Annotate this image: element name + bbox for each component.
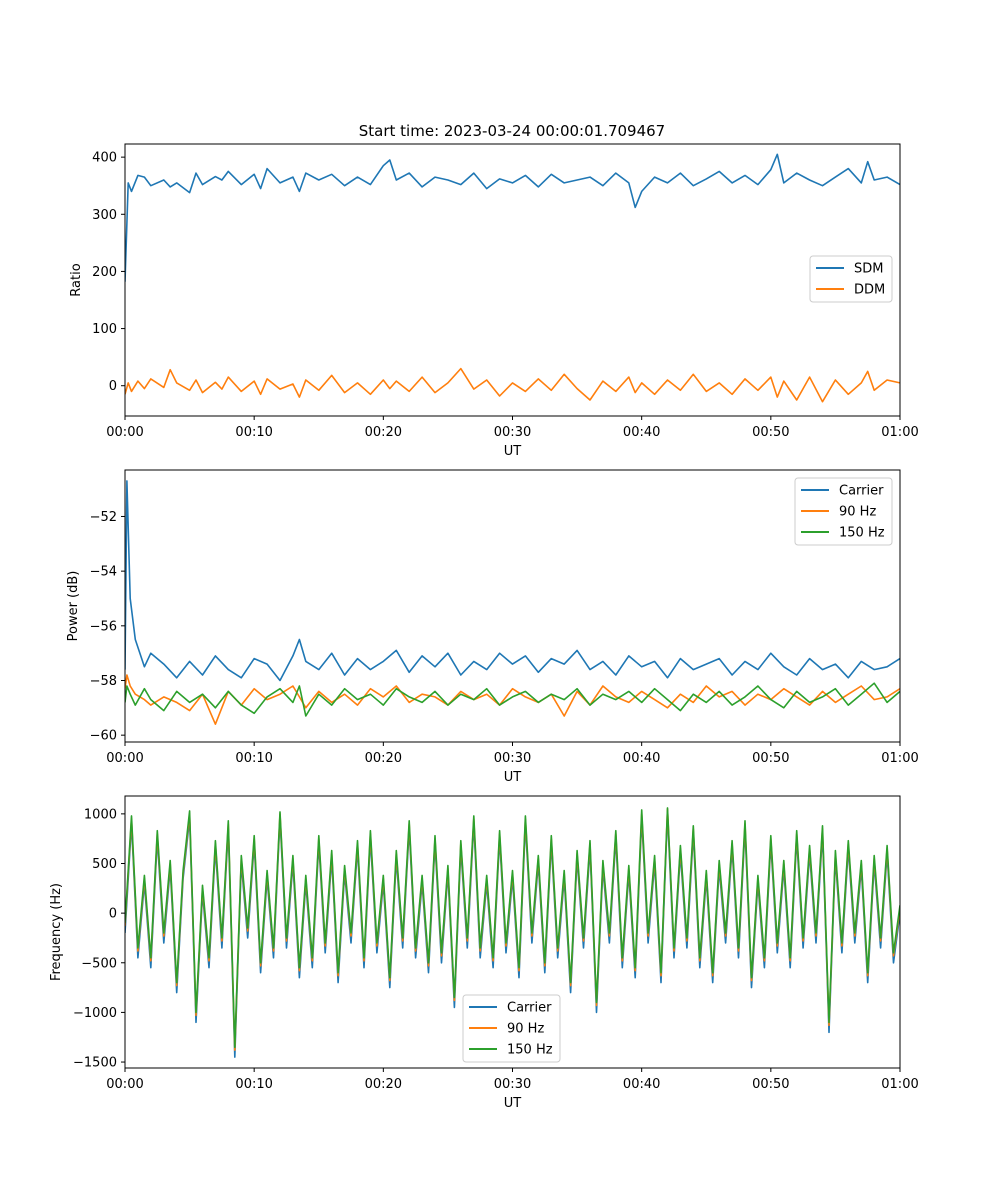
x-tick-label: 00:00: [106, 425, 143, 440]
legend-label: SDM: [854, 262, 883, 277]
y-tick-label: −54: [90, 565, 117, 580]
y-tick-label: 200: [92, 265, 117, 280]
x-tick-label: 00:30: [494, 751, 531, 766]
x-tick-label: 00:50: [752, 1077, 789, 1092]
y-tick-label: −56: [90, 619, 117, 634]
y-tick-label: −1000: [73, 1006, 117, 1021]
x-tick-label: 00:10: [235, 751, 272, 766]
y-tick-label: −60: [90, 729, 117, 744]
legend-label: 150 Hz: [839, 526, 885, 541]
y-tick-label: −500: [81, 956, 117, 971]
legend: SDM DDM: [809, 255, 893, 303]
x-tick-label: 00:20: [365, 1077, 402, 1092]
x-axis-label: UT: [504, 1096, 522, 1111]
y-tick-label: −52: [90, 510, 117, 525]
y-axis-label: Frequency (Hz): [49, 883, 64, 981]
axes-frame: [124, 469, 901, 743]
x-tick-label: 00:20: [365, 751, 402, 766]
x-tick-label: 00:40: [623, 751, 660, 766]
series-line-1: [125, 480, 900, 682]
y-axis-label: Power (dB): [66, 571, 81, 642]
x-tick-label: 00:30: [494, 425, 531, 440]
y-axis-label: Ratio: [69, 263, 84, 296]
series-group: [125, 153, 900, 403]
x-tick-label: 00:10: [235, 1077, 272, 1092]
legend: Carrier 90 Hz 150 Hz: [462, 994, 561, 1063]
x-axis-label: UT: [504, 444, 522, 459]
legend-label: Carrier: [507, 1001, 552, 1016]
chart-panel-3: 00:00 00:10 00:20 00:30 00:40 00:50 01:00 −1500…: [49, 795, 919, 1111]
legend-box: [794, 477, 893, 546]
plots: 00:00 00:10 00:20 00:30 00:40 00:50 01:00 0 100 2…: [49, 143, 919, 1111]
x-tick-label: 00:40: [623, 1077, 660, 1092]
x-tick-label: 00:10: [235, 425, 272, 440]
x-tick-label: 00:50: [752, 425, 789, 440]
x-tick-label: 00:00: [106, 751, 143, 766]
x-tick-label: 00:40: [623, 425, 660, 440]
series-line-3: [125, 807, 900, 1048]
series-line-3: [125, 682, 900, 717]
y-tick-label: 500: [92, 857, 117, 872]
series-line-1: [125, 153, 900, 282]
legend-label: DDM: [854, 283, 885, 298]
y-tick-label: −58: [90, 674, 117, 689]
x-tick-label: 00:00: [106, 1077, 143, 1092]
series-group: [125, 807, 900, 1058]
legend-label: 90 Hz: [839, 505, 876, 520]
x-tick-label: 01:00: [881, 1077, 918, 1092]
y-tick-label: 0: [109, 379, 117, 394]
legend-label: Carrier: [839, 484, 884, 499]
chart-panel-2: 00:00 00:10 00:20 00:30 00:40 00:50 01:00 −60 −5…: [66, 469, 919, 785]
figure-title: Start time: 2023-03-24 00:00:01.709467: [359, 122, 665, 140]
x-tick-label: 00:30: [494, 1077, 531, 1092]
legend: Carrier 90 Hz 150 Hz: [794, 477, 893, 546]
chart-panel-1: 00:00 00:10 00:20 00:30 00:40 00:50 01:00 0 100 2…: [69, 143, 919, 459]
series-group: [125, 480, 900, 726]
legend-box: [462, 994, 561, 1063]
y-tick-label: 400: [92, 151, 117, 166]
y-tick-label: 0: [109, 907, 117, 922]
x-axis-label: UT: [504, 770, 522, 785]
series-line-2: [125, 674, 900, 726]
x-tick-label: 01:00: [881, 751, 918, 766]
y-tick-label: 1000: [84, 807, 117, 822]
series-line-2: [125, 367, 900, 403]
y-tick-label: 300: [92, 208, 117, 223]
y-tick-label: −1500: [73, 1056, 117, 1071]
legend-label: 150 Hz: [507, 1043, 553, 1058]
x-tick-label: 01:00: [881, 425, 918, 440]
y-tick-label: 100: [92, 322, 117, 337]
x-tick-label: 00:50: [752, 751, 789, 766]
legend-label: 90 Hz: [507, 1022, 544, 1037]
x-tick-label: 00:20: [365, 425, 402, 440]
